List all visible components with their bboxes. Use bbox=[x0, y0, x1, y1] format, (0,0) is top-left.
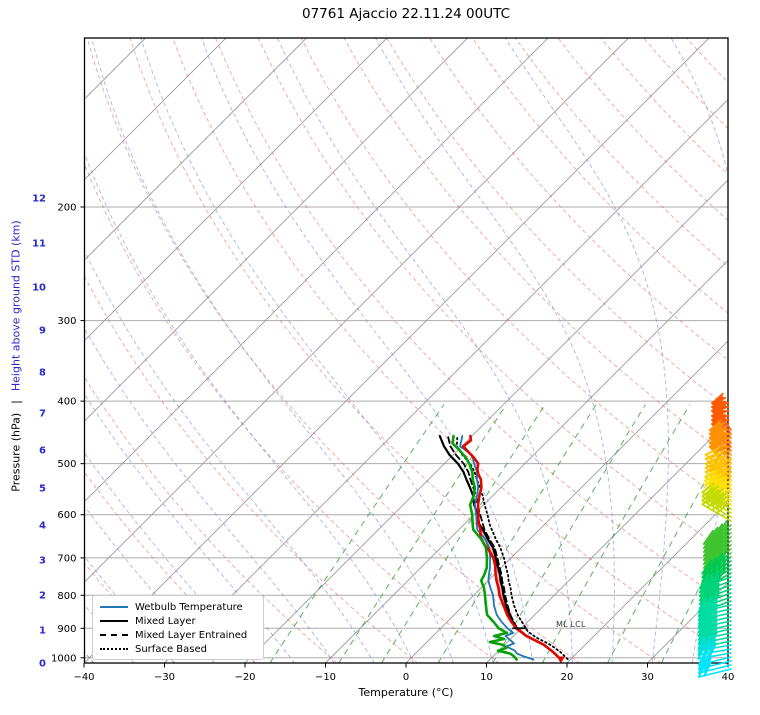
svg-text:2: 2 bbox=[39, 591, 46, 602]
svg-text:1: 1 bbox=[39, 626, 46, 637]
svg-text:0: 0 bbox=[39, 659, 46, 670]
svg-text:7: 7 bbox=[39, 409, 46, 420]
legend-item: Mixed Layer Entrained bbox=[100, 628, 256, 642]
svg-text:400: 400 bbox=[57, 397, 76, 408]
svg-text:30: 30 bbox=[641, 672, 654, 683]
legend-line-sample bbox=[100, 648, 128, 650]
svg-text:−20: −20 bbox=[234, 672, 255, 683]
svg-text:800: 800 bbox=[57, 591, 76, 602]
ml-lcl-label: ML LCL bbox=[556, 620, 586, 629]
y-axis-label-separator: | bbox=[9, 400, 23, 404]
legend-item: Mixed Layer bbox=[100, 614, 256, 628]
svg-text:10: 10 bbox=[480, 672, 493, 683]
legend-line-sample bbox=[100, 634, 128, 636]
y-axis-label-height: Height above ground STD (km) bbox=[9, 220, 23, 392]
svg-text:11: 11 bbox=[32, 239, 46, 250]
legend-item: Wetbulb Temperature bbox=[100, 600, 256, 614]
svg-text:8: 8 bbox=[39, 368, 46, 379]
svg-text:0: 0 bbox=[403, 672, 409, 683]
svg-text:500: 500 bbox=[57, 459, 76, 470]
svg-text:9: 9 bbox=[39, 326, 46, 337]
svg-text:700: 700 bbox=[57, 553, 76, 564]
legend: Wetbulb Temperature Mixed Layer Mixed Laye… bbox=[92, 595, 264, 660]
svg-text:10: 10 bbox=[32, 283, 46, 294]
svg-text:1000: 1000 bbox=[51, 653, 76, 664]
legend-item-label: Wetbulb Temperature bbox=[135, 601, 243, 613]
x-axis-label: Temperature (°C) bbox=[358, 686, 454, 699]
svg-text:300: 300 bbox=[57, 316, 76, 327]
svg-text:20: 20 bbox=[561, 672, 574, 683]
svg-text:5: 5 bbox=[39, 484, 46, 495]
chart-title: 07761 Ajaccio 22.11.24 00UTC bbox=[302, 6, 510, 22]
svg-text:3: 3 bbox=[39, 556, 46, 567]
svg-text:−10: −10 bbox=[315, 672, 336, 683]
svg-text:−30: −30 bbox=[154, 672, 175, 683]
svg-text:6: 6 bbox=[39, 446, 46, 457]
svg-text:40: 40 bbox=[722, 672, 735, 683]
svg-text:−40: −40 bbox=[73, 672, 94, 683]
legend-line-sample bbox=[100, 606, 128, 608]
svg-text:12: 12 bbox=[32, 194, 46, 205]
svg-text:600: 600 bbox=[57, 510, 76, 521]
legend-line-sample bbox=[100, 620, 128, 622]
svg-text:200: 200 bbox=[57, 203, 76, 214]
svg-text:4: 4 bbox=[39, 521, 46, 532]
legend-item: Surface Based bbox=[100, 642, 256, 656]
legend-item-label: Mixed Layer bbox=[135, 615, 196, 627]
y-axis-label: Pressure (hPa) | Height above ground STD (… bbox=[10, 220, 23, 491]
svg-text:900: 900 bbox=[57, 624, 76, 635]
y-axis-label-pressure: Pressure (hPa) bbox=[9, 412, 23, 492]
legend-item-label: Mixed Layer Entrained bbox=[135, 629, 248, 641]
legend-item-label: Surface Based bbox=[135, 643, 207, 655]
